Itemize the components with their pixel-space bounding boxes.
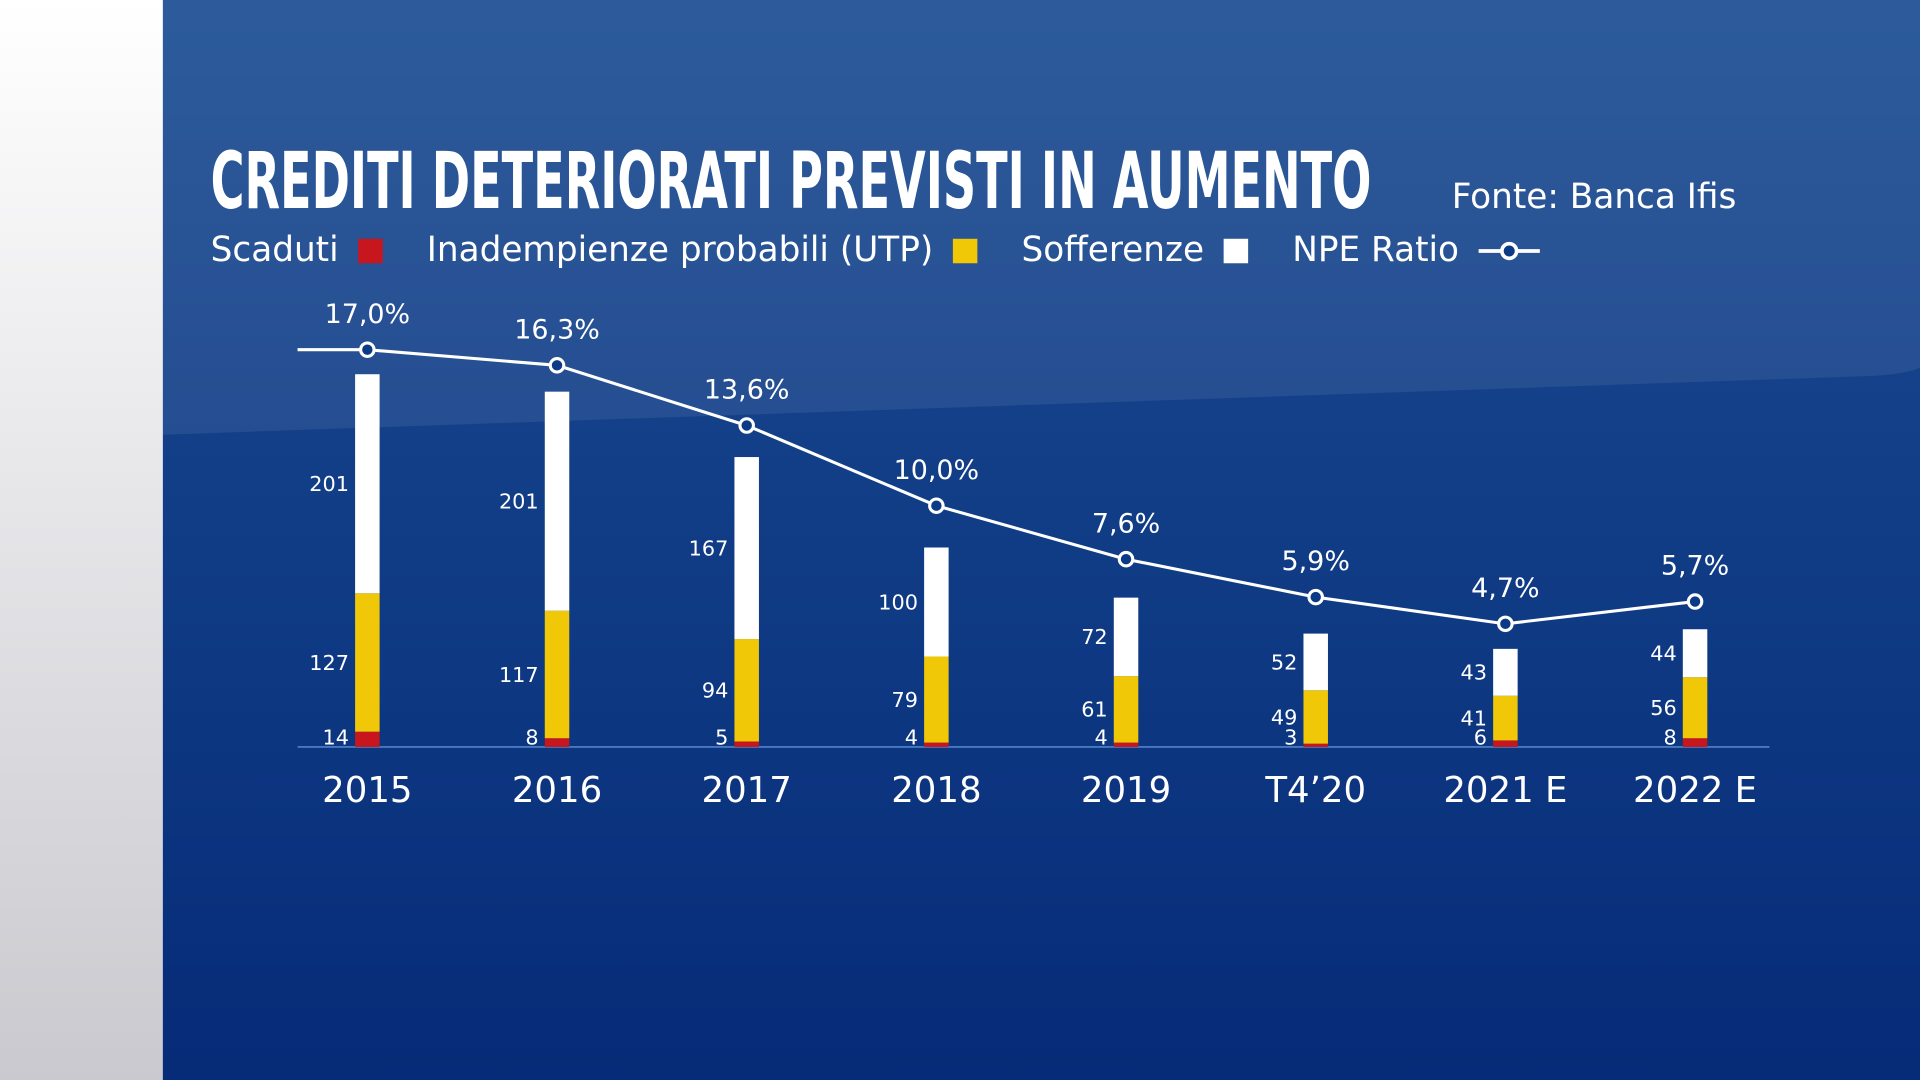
- data-label: 3: [1284, 725, 1297, 749]
- data-label: 5: [715, 725, 728, 749]
- data-label: 14: [323, 725, 349, 749]
- data-label: 44: [1650, 642, 1676, 666]
- line-point: [1686, 593, 1704, 610]
- data-label: 5,9%: [1282, 546, 1350, 577]
- x-tick-label: 2022 E: [1633, 770, 1757, 811]
- bar-segment: [355, 593, 380, 732]
- data-label: 6: [1474, 725, 1487, 749]
- data-label: 79: [892, 688, 918, 712]
- x-tick-label: 2016: [512, 770, 602, 811]
- x-tick-label: T4’20: [1264, 770, 1366, 811]
- bar-segment: [544, 610, 570, 739]
- data-label: 52: [1271, 650, 1297, 674]
- bar-segment: [734, 639, 759, 742]
- x-tick-label: 2021 E: [1443, 770, 1567, 811]
- bar-segment: [1303, 743, 1328, 747]
- data-label: 201: [309, 472, 349, 496]
- legend-swatch: [952, 238, 978, 264]
- source: Fonte: Banca Ifis: [1452, 177, 1737, 217]
- bar-segment: [1113, 742, 1139, 747]
- side-panel: [0, 0, 163, 1080]
- bar-segment: [355, 731, 380, 747]
- line: [367, 348, 1696, 626]
- chart-title: CREDITI DETERIORATI PREVISTI IN AUMENTO: [211, 136, 1372, 227]
- data-label: 17,0%: [325, 299, 411, 330]
- data-label: 100: [878, 590, 918, 614]
- legend-label: Scaduti: [211, 230, 339, 270]
- bar-segment: [924, 742, 949, 747]
- data-label: 4,7%: [1471, 573, 1539, 604]
- bar-segment: [924, 656, 949, 743]
- data-label: 117: [499, 663, 539, 687]
- legend: Scaduti Inadempienze probabili (UTP) Soffe…: [211, 230, 1540, 270]
- data-label: 94: [702, 679, 728, 703]
- bar-segment: [734, 457, 759, 640]
- data-label: 167: [689, 536, 729, 560]
- data-label: 56: [1650, 696, 1676, 720]
- line-point: [738, 417, 755, 434]
- x-tick-label: 2018: [891, 770, 981, 811]
- data-label: 201: [499, 490, 539, 514]
- legend-swatch: [358, 238, 383, 264]
- x-tick-label: 2017: [702, 770, 792, 811]
- data-label: 72: [1081, 625, 1107, 649]
- legend-label: Inadempienze probabili (UTP): [427, 230, 933, 270]
- legend-swatch: [1223, 238, 1249, 264]
- line-point: [1117, 550, 1135, 568]
- bar-segment: [1493, 648, 1518, 696]
- bar-segment: [544, 391, 570, 611]
- x-tick-label: 2019: [1081, 770, 1171, 811]
- data-label: 4: [905, 725, 918, 749]
- x-tick-label: 2015: [322, 770, 412, 811]
- bar-segment: [924, 547, 949, 657]
- bar-segment: [1493, 695, 1518, 741]
- bar-segment: [355, 374, 380, 594]
- data-label: 5,7%: [1661, 551, 1729, 582]
- legend-label: Sofferenze: [1021, 230, 1204, 270]
- line-point: [1497, 615, 1514, 633]
- data-label: 61: [1081, 698, 1107, 722]
- bar-segment: [1493, 740, 1518, 747]
- bar-segment: [1113, 676, 1139, 743]
- data-label: 41: [1461, 706, 1487, 730]
- bar-segment: [1682, 629, 1708, 678]
- data-label: 16,3%: [514, 314, 600, 345]
- highlight-band: [162, 0, 1920, 435]
- data-label: 8: [525, 725, 538, 749]
- bar-segment: [1682, 738, 1708, 747]
- data-label: 49: [1271, 705, 1297, 729]
- bar-segment: [544, 738, 570, 747]
- line-point: [548, 357, 566, 374]
- data-label: 7,6%: [1092, 508, 1160, 539]
- data-label: 43: [1461, 661, 1487, 685]
- line-point: [928, 497, 945, 514]
- data-label: 10,0%: [894, 455, 980, 486]
- line-point: [359, 341, 376, 358]
- data-label: 127: [309, 651, 349, 675]
- bar-segment: [1113, 597, 1139, 677]
- line-point: [1307, 588, 1324, 606]
- data-label: 13,6%: [704, 375, 790, 406]
- legend-label: NPE Ratio: [1292, 230, 1459, 270]
- bar-segment: [1303, 633, 1328, 691]
- legend-marker: [1500, 241, 1519, 261]
- bar-segment: [1303, 690, 1328, 744]
- data-label: 4: [1094, 725, 1107, 749]
- bar-segment: [734, 741, 759, 747]
- data-label: 8: [1663, 725, 1676, 749]
- bar-segment: [1682, 677, 1708, 739]
